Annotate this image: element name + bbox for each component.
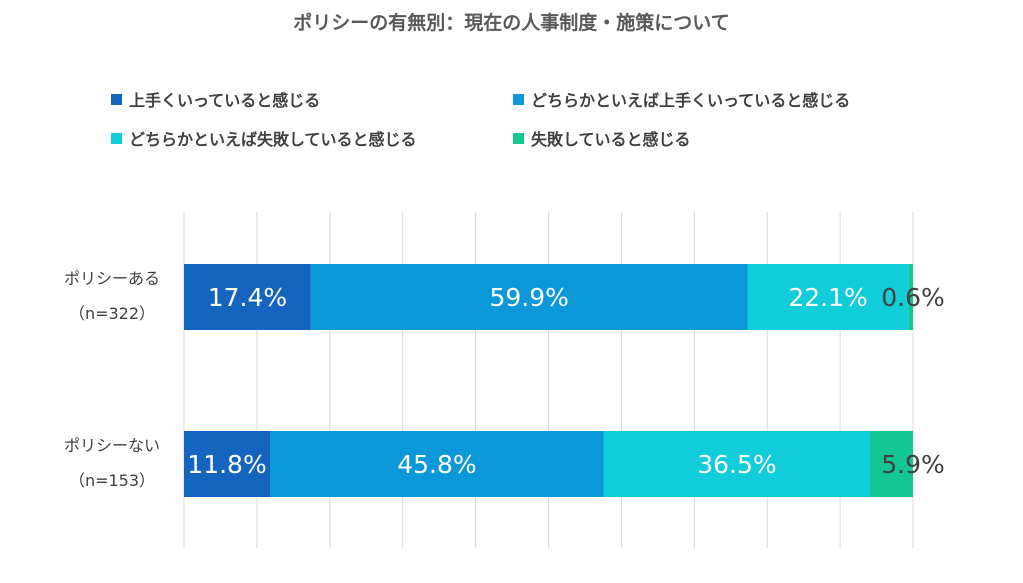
bar-segment xyxy=(310,264,748,330)
bar-segment xyxy=(869,431,913,497)
legend-item-bad: 失敗していると感じる xyxy=(513,126,691,150)
bar-segment xyxy=(184,431,271,497)
data-label: 59.9% xyxy=(489,283,568,312)
category-sublabel: （n=322） xyxy=(69,304,155,323)
bar-segment xyxy=(908,264,913,330)
bar-segment xyxy=(184,264,311,330)
chart-title: ポリシーの有無別：現在の人事制度・施策について xyxy=(293,12,730,34)
legend-item-very-good: 上手くいっていると感じる xyxy=(111,87,320,111)
category-label: ポリシーある xyxy=(64,269,160,288)
legend-swatch-somewhat-good xyxy=(513,93,524,105)
legend-label: どちらかといえば上手くいっていると感じる xyxy=(531,91,851,110)
legend-label: 失敗していると感じる xyxy=(531,130,691,149)
data-label: 5.9% xyxy=(881,450,945,479)
legend-item-somewhat-bad: どちらかといえば失敗していると感じる xyxy=(111,126,417,150)
data-label: 22.1% xyxy=(788,283,867,312)
legend-label: どちらかといえば失敗していると感じる xyxy=(129,130,417,149)
legend-swatch-somewhat-bad xyxy=(111,132,122,144)
bar-segment xyxy=(603,431,870,497)
data-label: 11.8% xyxy=(187,450,266,479)
legend-label: 上手くいっていると感じる xyxy=(129,91,321,110)
data-label: 45.8% xyxy=(397,450,476,479)
legend-swatch-very-good xyxy=(111,93,122,105)
bar-segment xyxy=(270,431,604,497)
legend-swatch-bad xyxy=(513,132,524,144)
legend-item-somewhat-good: どちらかといえば上手くいっていると感じる xyxy=(513,87,850,111)
category-sublabel: （n=153） xyxy=(69,471,155,490)
data-label: 0.6% xyxy=(881,283,945,312)
data-label: 36.5% xyxy=(697,450,776,479)
bar-segment xyxy=(747,264,909,330)
category-label: ポリシーない xyxy=(64,436,160,455)
data-label: 17.4% xyxy=(208,283,287,312)
